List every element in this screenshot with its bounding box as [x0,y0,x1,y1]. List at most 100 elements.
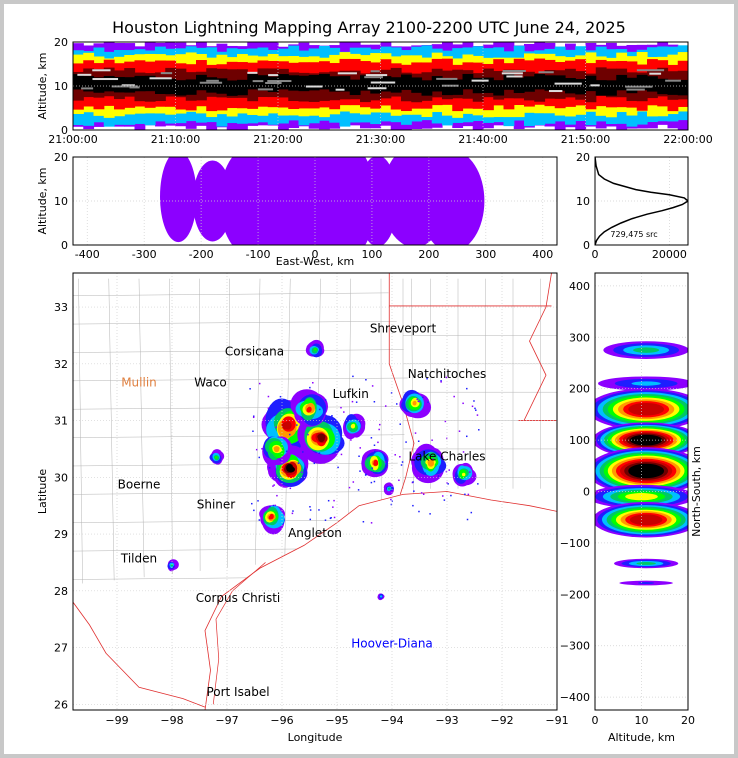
time-height-core-streak [625,85,653,88]
map-lightning-density [269,513,274,520]
ew-xtick: 0 [312,248,319,261]
ns-cell-contour [625,493,658,501]
map-lightning-source [390,503,393,506]
time-height-band-cell [524,76,535,92]
county-line [169,278,173,575]
map-lightning-density [379,595,383,598]
time-height-band-cell [73,74,84,90]
map-lightning-source [466,387,468,390]
time-height-band-cell [257,75,269,91]
time-height-core-streak [502,69,526,72]
county-line [138,278,145,578]
map-lightning-source [340,406,342,409]
hist-ytick: 20 [576,151,590,164]
time-height-band-cell [421,80,433,96]
ew-xtick: 200 [418,248,439,261]
map-lightning-source [261,448,263,450]
time-height-band-cell [575,79,587,95]
map-lightning-source [306,393,309,396]
hist-xtick: 0 [592,248,599,261]
ns-cell-contour [636,562,656,565]
ns-ytick: 0 [583,486,590,499]
county-line [73,462,398,467]
mexico-border [73,601,206,708]
time-height-core-streak [471,79,489,82]
map-lightning-source [304,428,306,430]
map-lightning-source [370,481,373,484]
map-lightning-source [327,499,330,502]
map-lightning-source [252,430,254,432]
time-height-core-streak [160,72,173,75]
map-xtick: −99 [105,714,128,727]
map-lightning-source [412,504,414,507]
map-lightning-source [307,433,309,436]
time-height-core-streak [305,85,323,88]
hist-ytick: 0 [583,239,590,252]
map-lightning-source [445,470,448,473]
time-height-xtick: 22:00:00 [663,133,712,146]
map-lightning-source [300,436,303,438]
map-lightning-source [332,506,334,508]
ns-cell-contour [638,582,655,585]
ew-xtick: -400 [75,248,100,261]
map-lightning-source [431,439,433,441]
map-lightning-source [453,395,455,398]
time-height-band-cell [401,74,412,90]
time-height-band-cell [595,80,607,96]
hist-xtick: 20000 [652,248,687,261]
map-city-label: Lake Charles [409,449,486,463]
map-lightning-source [285,450,288,453]
map-lightning-density [413,400,417,406]
hist-annotation: 729,475 src [610,230,657,239]
map-lightning-source [373,400,376,403]
map-lightning-density [318,434,325,443]
ew-cell-contour [160,157,197,243]
map-lightning-source [365,379,367,381]
map-lightning-source [471,405,474,408]
time-height-band-cell [390,77,402,93]
map-lightning-density [387,487,391,490]
map-lightning-source [413,490,415,492]
map-lightning-source [318,452,321,454]
map-lightning-source [462,451,465,453]
time-height-band-cell [462,73,474,90]
time-height-core-streak [548,90,563,93]
county-line [73,292,389,296]
ns-border [594,272,689,711]
map-lightning-source [412,481,414,483]
ns-ytick: 200 [569,383,590,396]
map-lightning-source [309,386,311,389]
map-lightning-source [441,495,444,497]
map-lightning-source [255,448,258,451]
time-height-band-cell [308,75,320,91]
time-height-band-cell [483,77,494,93]
map-lightning-density [286,464,294,472]
map-lightning-source [279,459,282,461]
east-west-height-panel: 0 10 20 -400 -300 -200 -100 0 100 200 300 400 East-W… [36,151,558,268]
ns-xtick: 0 [592,714,599,727]
map-lightning-source [466,518,469,521]
ew-border [72,156,558,246]
map-ytick: 28 [54,585,68,598]
ew-xtick: 300 [475,248,496,261]
time-height-band-cell [185,79,197,95]
map-lightning-source [464,493,466,496]
time-height-band-cell [216,78,228,94]
map-xtick: −93 [435,714,458,727]
map-ytick: 30 [54,471,68,484]
map-lightning-source [258,456,260,459]
map-lightning-source [252,415,255,418]
map-city-label: Angleton [288,526,342,540]
map-lightning-source [432,458,434,460]
ns-data [595,341,688,586]
ns-ytick: −400 [560,691,590,704]
map-lightning-source [469,471,471,473]
map-lightning-source [379,423,381,426]
map-city-label: Boerne [118,478,161,492]
map-xtick: −95 [325,714,348,727]
north-south-height-panel: −400 −300 −200 −100 0 100 200 300 400 0 10 20 Altitu… [560,272,703,744]
map-city-label: Shreveport [370,322,437,336]
ns-cell-contour [631,381,661,386]
map-lightning-source [448,469,450,471]
map-lightning-source [470,511,473,514]
